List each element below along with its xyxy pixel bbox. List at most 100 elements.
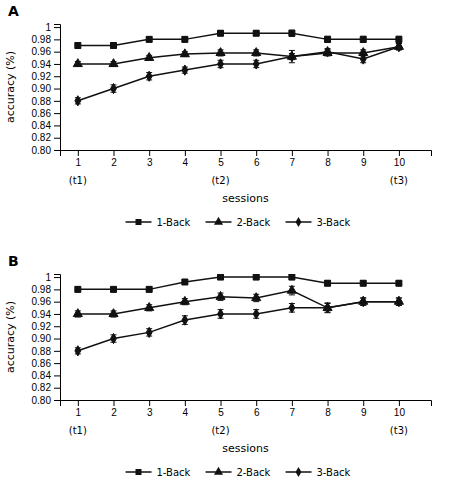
tick-mark: [54, 27, 60, 28]
tick: 0.88: [32, 346, 60, 357]
marker: [289, 274, 295, 280]
tick-label: 2: [111, 157, 117, 168]
y-axis-title: accuracy (%): [4, 301, 17, 373]
marker: [325, 47, 331, 57]
error-bar: [218, 31, 224, 36]
legend-marker: [214, 217, 223, 225]
tick-mark: [221, 400, 222, 406]
tick: 0.90: [32, 333, 60, 344]
line: [78, 302, 399, 351]
legend-item: 2-Back: [206, 467, 271, 478]
tick: 8: [325, 150, 331, 168]
x-axis: 12345678910: [61, 400, 432, 418]
tick: 5: [218, 150, 224, 168]
plot-area: [73, 30, 403, 106]
marker: [75, 43, 81, 49]
tick-mark: [54, 388, 60, 389]
tick: 0.94: [32, 59, 60, 70]
tick-label: 2: [111, 407, 117, 418]
tick-mark: [256, 400, 257, 406]
tick-label: 5: [218, 407, 224, 418]
tick-mark: [363, 150, 364, 156]
tick-label: 0.98: [32, 284, 52, 295]
tick-mark: [78, 150, 79, 156]
marker: [73, 59, 82, 67]
annotation: (t1): [69, 425, 87, 436]
tick-label: 7: [290, 407, 296, 418]
marker: [253, 309, 259, 319]
tick: 0.80: [32, 395, 60, 406]
tick-label: 4: [183, 407, 189, 418]
tick: 9: [361, 400, 367, 418]
tick-label: 0.96: [32, 296, 52, 307]
axis-line: [61, 151, 432, 157]
marker: [253, 30, 259, 36]
error-bar: [75, 43, 81, 48]
series: [73, 285, 403, 317]
legend-item: 1-Back: [126, 467, 191, 478]
tick-mark: [54, 150, 60, 151]
legend-item: 1-Back: [126, 217, 191, 228]
tick: 0.88: [32, 96, 60, 107]
tick: 0.84: [32, 120, 60, 131]
axis-line: [61, 401, 432, 407]
series: [75, 274, 402, 292]
tick: 0.92: [32, 71, 60, 82]
tick-label: 6: [254, 157, 260, 168]
x-axis-title: sessions: [222, 192, 269, 205]
tick: 7: [290, 400, 296, 418]
error-bar: [111, 43, 117, 48]
tick-mark: [399, 150, 400, 156]
tick-label: 0.94: [32, 309, 52, 320]
line: [78, 47, 399, 101]
panel-label: A: [8, 3, 19, 19]
error-bar: [111, 287, 117, 292]
marker: [396, 280, 402, 286]
tick-label: 0.80: [32, 145, 52, 156]
marker: [182, 279, 188, 285]
marker: [145, 303, 154, 311]
tick: 1: [45, 272, 60, 283]
error-bar: [289, 50, 295, 62]
tick-label: 0.84: [32, 120, 52, 131]
error-bar: [253, 31, 259, 36]
error-bar: [289, 275, 295, 280]
error-bar: [325, 36, 331, 42]
y-axis: 0.800.820.840.860.880.900.920.940.960.98…: [32, 272, 61, 406]
error-bar: [75, 287, 81, 292]
tick-label: 0.94: [32, 59, 52, 70]
marker: [289, 303, 295, 313]
tick-mark: [54, 39, 60, 40]
marker: [182, 65, 188, 75]
y-axis: 0.800.820.840.860.880.900.920.940.960.98…: [32, 22, 61, 156]
tick-mark: [221, 150, 222, 156]
tick-mark: [54, 101, 60, 102]
tick-label: 0.80: [32, 395, 52, 406]
marker: [146, 286, 152, 292]
annotation: (t3): [390, 175, 408, 186]
tick: 0.82: [32, 382, 60, 393]
marker: [73, 309, 82, 317]
tick-mark: [54, 289, 60, 290]
tick-label: 0.84: [32, 370, 52, 381]
tick-label: 0.92: [32, 321, 52, 332]
tick-label: 9: [361, 407, 367, 418]
tick: 6: [254, 400, 260, 418]
tick-mark: [363, 400, 364, 406]
line: [78, 33, 399, 45]
marker: [325, 36, 331, 42]
tick-mark: [54, 76, 60, 77]
panel: 0.800.820.840.860.880.900.920.940.960.98…: [4, 253, 432, 478]
tick-mark: [54, 52, 60, 53]
tick: 4: [183, 400, 189, 418]
tick-label: 0.98: [32, 34, 52, 45]
marker: [252, 48, 261, 56]
y-axis-title: accuracy (%): [4, 51, 17, 123]
tick: 0.98: [32, 34, 60, 45]
tick: 10: [394, 150, 406, 168]
tick-label: 3: [147, 407, 153, 418]
tick-mark: [54, 351, 60, 352]
legend: 1-Back2-Back3-Back: [126, 467, 351, 478]
series: [75, 297, 402, 356]
tick: 0.92: [32, 321, 60, 332]
